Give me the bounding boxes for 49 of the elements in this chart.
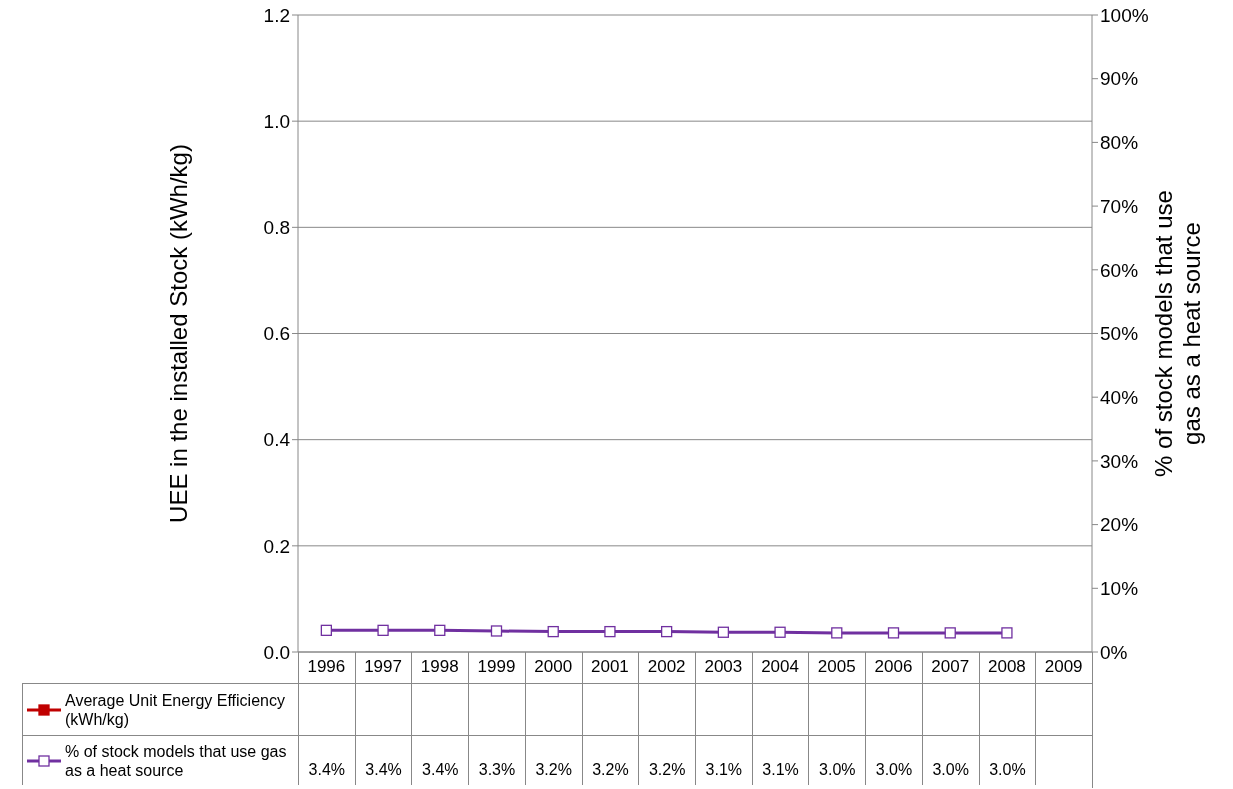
y-tick-label: 1.0 [263, 110, 290, 132]
data-label: 3.0% [921, 735, 979, 785]
x-tick-label: 2003 [704, 657, 743, 677]
y2-axis-title: % of stock models that use gas as a heat source [1150, 190, 1205, 477]
y-tick-label: 1.2 [263, 4, 290, 26]
data-label: 3.2% [524, 735, 582, 785]
x-tick-label: 2008 [988, 657, 1026, 677]
y2-tick-label: 0% [1100, 641, 1128, 663]
y-tick-label: 0.0 [263, 641, 290, 663]
y-tick-label: 0.8 [263, 217, 290, 239]
x-tick-label: 2002 [647, 657, 686, 677]
y-tick-label: 0.6 [263, 323, 290, 345]
x-tick-label: 2000 [534, 657, 573, 677]
x-tick-label: 2006 [874, 657, 913, 677]
y2-tick-label: 10% [1100, 578, 1139, 600]
y2-tick-label: 80% [1100, 132, 1139, 154]
y2-tick-label: 30% [1100, 450, 1139, 472]
data-label: 3.2% [581, 735, 639, 785]
x-tick-label: 1999 [477, 657, 516, 677]
x-tick-label: 2004 [761, 657, 799, 677]
data-label: 3.4% [298, 735, 355, 785]
x-tick-label: 1996 [307, 657, 346, 677]
data-label: 3.1% [695, 735, 752, 785]
y2-tick-label: 20% [1100, 514, 1139, 536]
data-label: 3.4% [354, 735, 412, 785]
y2-tick-label: 100% [1100, 4, 1149, 26]
data-label: 3.0% [865, 735, 922, 785]
y2-tick-label: 90% [1100, 68, 1139, 90]
data-label: 3.0% [808, 735, 866, 785]
x-tick-label: 2009 [1044, 657, 1083, 677]
y-tick-label: 0.2 [263, 535, 290, 557]
y2-tick-label: 70% [1100, 195, 1139, 217]
data-label: 3.4% [411, 735, 469, 785]
data-label: 3.3% [468, 735, 525, 785]
y2-tick-label: 40% [1100, 386, 1139, 408]
data-label: 3.1% [751, 735, 809, 785]
x-tick-label: 2005 [817, 657, 856, 677]
legend-label: % of stock models that use gas as a heat source [65, 741, 288, 780]
x-tick-label: 1998 [420, 657, 459, 677]
legend-label: Average Unit Energy Efficiency (kWh/kg) [65, 690, 286, 729]
x-tick-label: 1997 [364, 657, 402, 677]
y-axis-title: UEE in the installed Stock (kWh/kg) [164, 144, 192, 523]
x-tick-label: 2007 [931, 657, 970, 677]
data-label: 3.0% [978, 735, 1036, 785]
y2-tick-label: 60% [1100, 259, 1139, 281]
y-tick-label: 0.4 [263, 429, 291, 451]
y2-tick-label: 50% [1100, 323, 1139, 345]
data-label: 3.2% [638, 735, 695, 785]
x-tick-label: 2001 [591, 657, 629, 677]
